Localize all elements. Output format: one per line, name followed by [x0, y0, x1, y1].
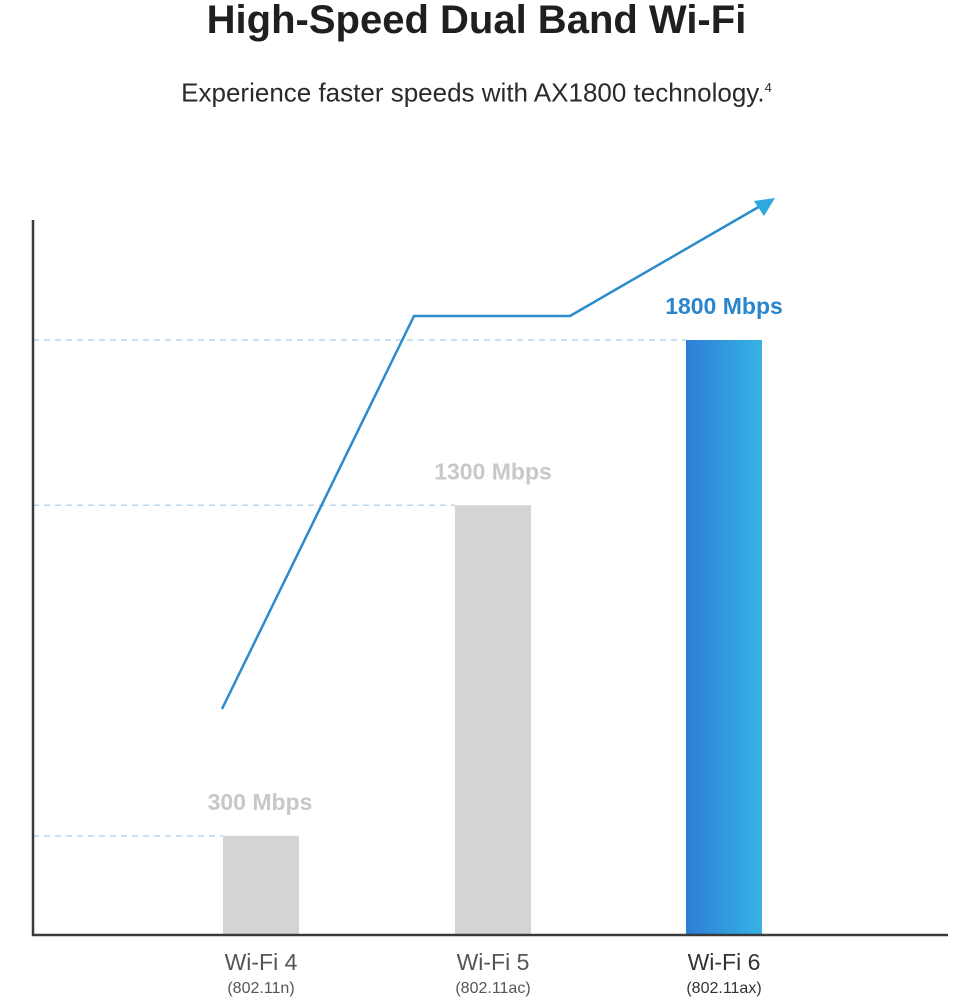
- trend-line: [220, 203, 763, 710]
- trend-arrow: [220, 198, 775, 710]
- bar-wi-fi-4: [223, 835, 299, 935]
- value-label-3: 1800 Mbps: [665, 293, 783, 319]
- arrow-head-icon: [754, 198, 775, 216]
- category-label-2: Wi-Fi 5: [457, 949, 530, 975]
- bar-wi-fi-6: [686, 340, 762, 935]
- category-label-3: Wi-Fi 6: [688, 949, 761, 975]
- labels: 300 Mbps 1300 Mbps 1800 Mbps Wi-Fi 4 (802.11…: [208, 293, 783, 997]
- category-sublabel-3: (802.11ax): [686, 980, 761, 997]
- reference-lines: [33, 339, 686, 837]
- page-title: High-Speed Dual Band Wi-Fi: [206, 0, 747, 42]
- page-subtitle: Experience faster speeds with AX1800 tec…: [0, 72, 953, 109]
- axes: [31, 220, 948, 937]
- value-label-1: 300 Mbps: [208, 789, 313, 815]
- category-label-1: Wi-Fi 4: [225, 949, 298, 975]
- bar-wi-fi-5: [455, 505, 531, 935]
- subtitle-text: Experience faster speeds with AX1800 tec…: [181, 77, 765, 108]
- footnote-marker: 4: [764, 80, 772, 95]
- bars: [223, 340, 762, 935]
- value-label-2: 1300 Mbps: [434, 458, 552, 484]
- category-sublabel-1: (802.11n): [227, 980, 294, 997]
- category-sublabel-2: (802.11ac): [455, 980, 530, 997]
